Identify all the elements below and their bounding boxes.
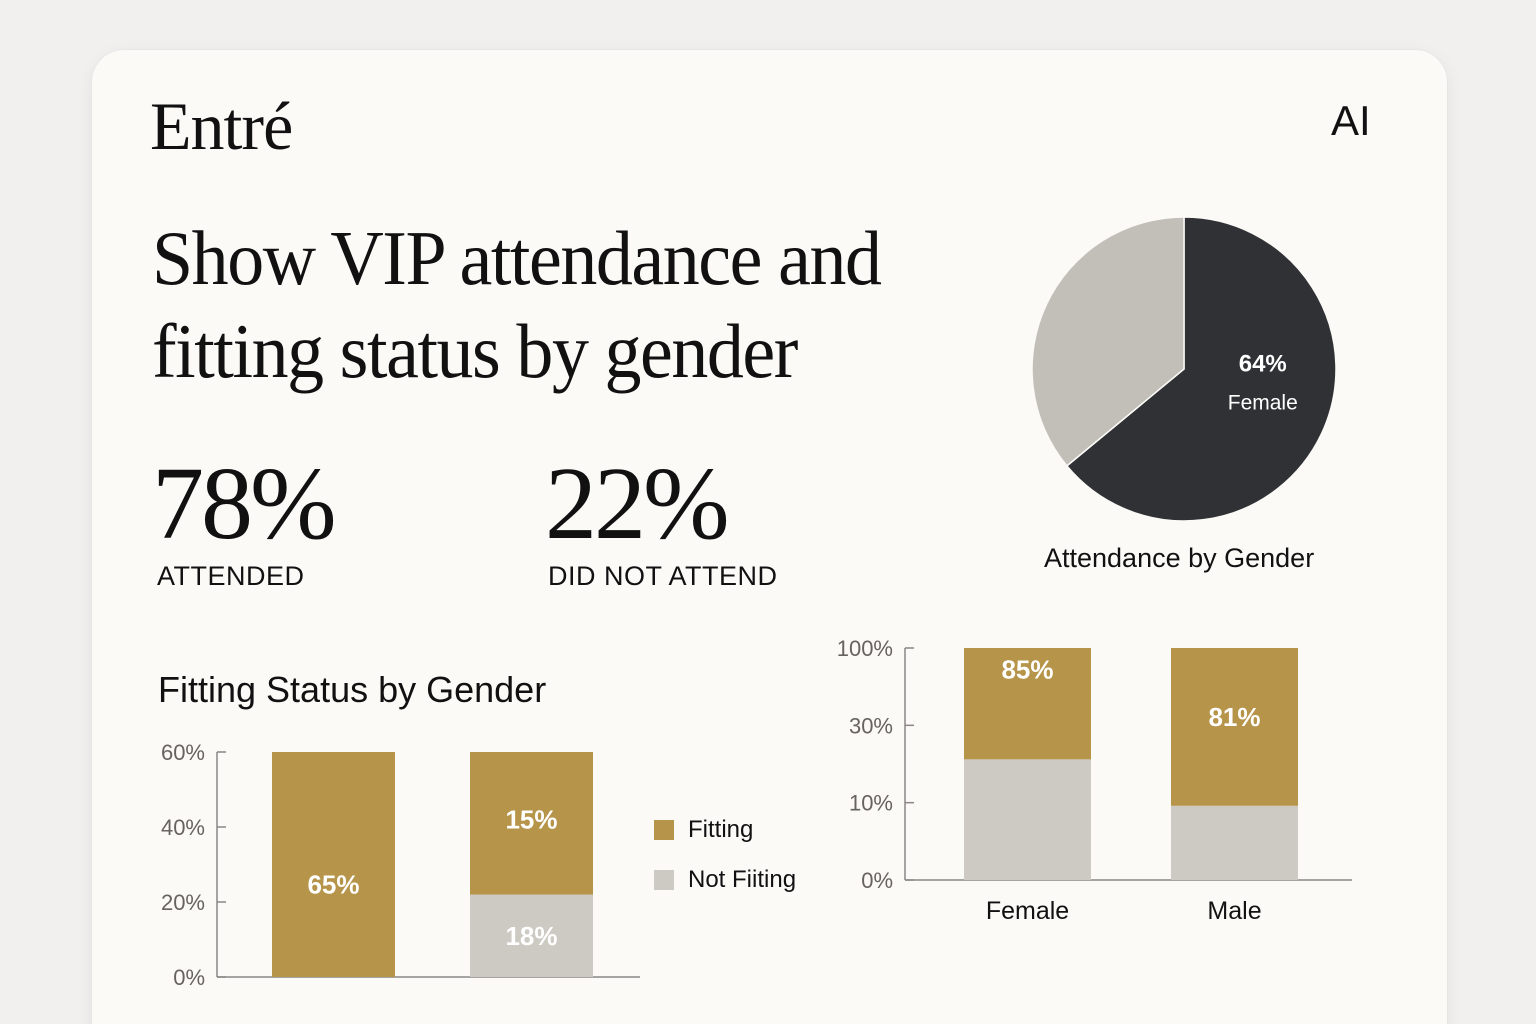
pie-slice-other <box>1031 216 1185 467</box>
y-tick-label: 10% <box>849 791 893 816</box>
y-tick-label: 0% <box>173 965 205 990</box>
bar-segment-fitting <box>470 752 593 895</box>
pie-slice-female <box>1065 216 1337 522</box>
bar-segment-not-fiiting <box>470 894 593 977</box>
legend-swatch-not-fitting <box>654 870 674 890</box>
y-tick-label: 60% <box>161 740 205 765</box>
bar-segment-not-fitting <box>964 759 1091 880</box>
y-tick-label: 20% <box>161 890 205 915</box>
x-category-label: Male <box>1207 897 1261 925</box>
fitting-chart-title: Fitting Status by Gender <box>158 669 547 710</box>
y-tick-label: 40% <box>161 815 205 840</box>
y-tick-label: 0% <box>861 868 893 893</box>
brand-logo: Entré <box>150 88 293 164</box>
bar-segment-fitting <box>272 752 395 977</box>
legend-label-not-fitting: Not Fiiting <box>688 866 797 893</box>
gender-fitting-bar-chart: 0% 10% 30% 100% 85% Female 81% Male <box>837 636 1352 925</box>
attendance-pie-chart: 64% Female <box>1031 216 1337 522</box>
legend-item-not-fitting: Not Fiiting <box>654 866 796 894</box>
bar-segment-not-fitting <box>1171 805 1298 880</box>
bar-segment-fitting <box>1171 648 1298 806</box>
bar-segment-fitting <box>964 648 1091 760</box>
fitting-status-bar-chart: 0% 20% 40% 60% 65% 18% 15% <box>161 740 640 990</box>
bar-value-label: 85% <box>1001 655 1053 685</box>
legend-item-fitting: Fitting <box>654 816 796 844</box>
bar-value-label: 18% <box>505 921 557 951</box>
x-category-label: Female <box>986 897 1069 925</box>
bar-value-label: 15% <box>505 804 557 834</box>
page-title: Show VIP attendance and fitting status b… <box>152 215 882 394</box>
pie-slice-name-label: Female <box>1228 391 1298 414</box>
y-tick-label: 30% <box>849 713 893 738</box>
attended-stat-value: 78% <box>152 446 337 561</box>
attended-stat-label: ATTENDED <box>157 561 305 591</box>
not-attended-stat-value: 22% <box>545 446 730 561</box>
legend-label-fitting: Fitting <box>688 816 754 843</box>
legend-swatch-fitting <box>654 820 674 840</box>
pie-slice-value-label: 64% <box>1239 350 1287 377</box>
pie-chart-title: Attendance by Gender <box>1044 543 1315 573</box>
y-tick-label: 100% <box>837 636 893 661</box>
bar-value-label: 81% <box>1208 702 1260 732</box>
fitting-legend: Fitting Not Fiiting <box>654 816 796 894</box>
bar-value-label: 65% <box>307 870 359 900</box>
not-attended-stat-label: DID NOT ATTEND <box>548 561 778 591</box>
ai-badge[interactable]: AI <box>1331 97 1371 144</box>
